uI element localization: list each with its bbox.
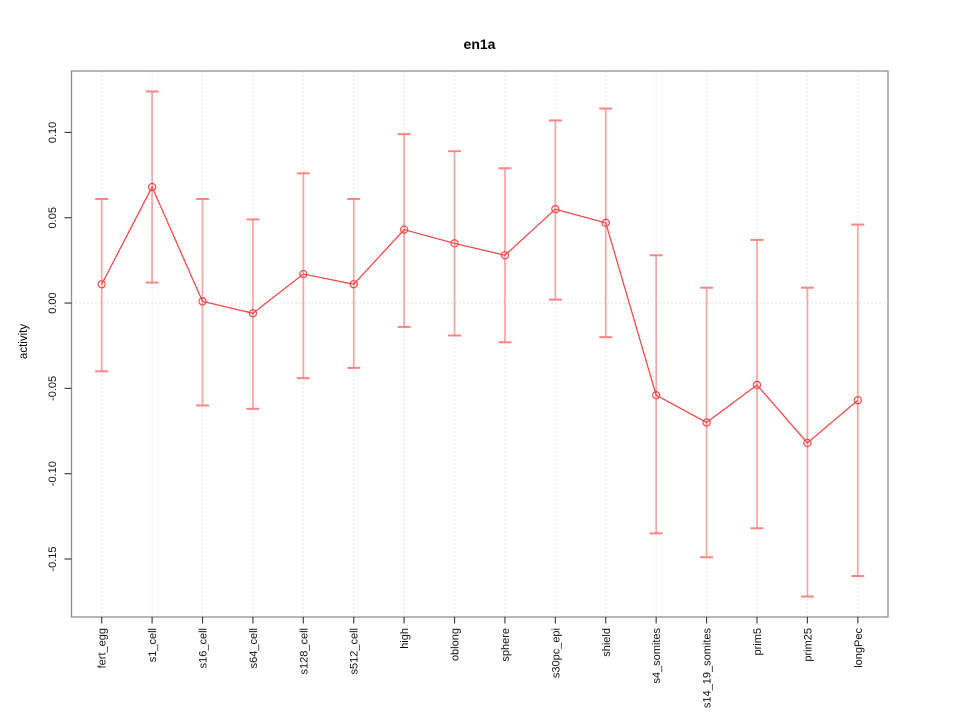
x-tick-label: prim25 — [802, 628, 814, 662]
x-tick-label: sphere — [500, 628, 512, 662]
data-point — [450, 239, 459, 248]
y-tick-label: 0.00 — [47, 292, 59, 313]
x-tick-label: s4_somites — [651, 628, 663, 684]
y-tick-label: 0.10 — [47, 122, 59, 143]
chart-generated-layer: 0.10 0.05 0.00 -0.05 -0.10 -0.15 fert_egg s1_ce… — [47, 70, 889, 709]
y-tick-label: -0.05 — [47, 376, 59, 401]
data-point — [752, 380, 762, 390]
data-point — [399, 225, 409, 234]
x-tick-label: prim5 — [752, 628, 764, 656]
data-point — [198, 297, 207, 306]
x-tick-label: s128_cell — [298, 628, 310, 674]
data-point — [299, 269, 308, 279]
data-point — [551, 205, 560, 214]
data-point — [803, 438, 812, 448]
y-tick-label: -0.15 — [47, 546, 59, 571]
x-tick-label: s30pc_epi — [550, 628, 562, 678]
x-tick-label: s512_cell — [349, 628, 361, 674]
y-tick-label: 0.05 — [47, 207, 59, 228]
data-point — [651, 390, 661, 400]
data-point — [248, 309, 258, 318]
x-tick-label: s64_cell — [248, 628, 260, 668]
data-point — [349, 280, 358, 289]
x-tick-label: shield — [601, 628, 613, 657]
data-point — [500, 251, 510, 260]
x-tick-label: s1_cell — [147, 628, 159, 662]
y-tick-label: -0.10 — [47, 461, 59, 486]
x-tick-label: fert_egg — [97, 628, 109, 668]
x-tick-label: high — [399, 628, 411, 649]
data-point — [147, 182, 157, 192]
plot-frame — [70, 70, 889, 618]
x-tick-label: longPec — [853, 628, 865, 668]
data-point — [97, 280, 106, 289]
data-line — [101, 185, 859, 444]
x-tick-label: s16_cell — [198, 628, 210, 668]
data-point — [853, 396, 863, 405]
chart-title: en1a — [464, 36, 496, 52]
x-tick-label: s14_19_somites — [702, 628, 714, 709]
y-axis-label: activity — [18, 324, 30, 359]
data-point — [601, 218, 610, 228]
x-tick-label: oblong — [450, 628, 462, 661]
data-point — [702, 418, 711, 427]
